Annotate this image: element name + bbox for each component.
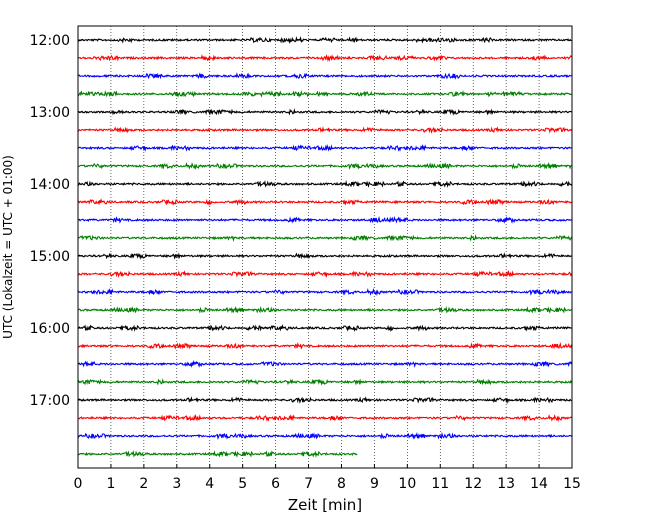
trace-1245 [77, 89, 572, 98]
y-tick-label: 16:00 [30, 321, 70, 337]
x-tick-label: 7 [304, 476, 313, 492]
trace-1645 [77, 378, 573, 386]
y-axis-label: UTC (Lokalzeit = UTC + 01:00) [1, 155, 15, 339]
plot-frame [77, 25, 573, 469]
x-tick-label: 3 [172, 476, 181, 492]
x-tick-label: 11 [431, 476, 449, 492]
y-tick-label: 17:00 [30, 393, 70, 409]
x-tick-label: 12 [464, 476, 482, 492]
trace-1230 [77, 72, 572, 80]
trace-1215 [77, 54, 572, 63]
trace-1715 [77, 413, 572, 423]
trace-1615 [77, 341, 573, 350]
trace-1500 [77, 252, 572, 260]
x-tick-label: 14 [530, 476, 548, 492]
traces [77, 36, 573, 458]
plot-area [78, 26, 572, 468]
trace-1345 [77, 161, 572, 171]
x-tick-label: 0 [74, 476, 83, 492]
trace-1530 [77, 287, 572, 297]
trace-1445 [77, 234, 572, 242]
trace-1745 [77, 450, 358, 458]
trace-1700 [77, 396, 572, 405]
trace-1330 [77, 143, 572, 153]
y-tick-label: 14:00 [30, 177, 70, 193]
x-tick-label: 9 [370, 476, 379, 492]
trace-1200 [77, 36, 572, 45]
trace-1515 [77, 269, 573, 279]
x-tick-label: 10 [398, 476, 416, 492]
x-tick-label: 8 [337, 476, 346, 492]
x-axis: 0 1 2 3 4 5 6 7 8 9 10 11 12 13 14 15 [74, 464, 581, 492]
trace-1300 [77, 108, 572, 116]
trace-1600 [77, 323, 572, 333]
y-tick-label: 15:00 [30, 249, 70, 265]
trace-1400 [77, 180, 572, 188]
x-tick-label: 13 [497, 476, 515, 492]
y-axis: 12:00 13:00 14:00 15:00 16:00 17:00 [30, 33, 83, 409]
y-tick-label: 12:00 [30, 33, 70, 49]
x-tick-label: 5 [238, 476, 247, 492]
y-tick-label: 13:00 [30, 105, 70, 121]
trace-1545 [77, 305, 572, 314]
x-tick-label: 15 [563, 476, 581, 492]
x-tick-label: 6 [271, 476, 280, 492]
trace-1730 [77, 431, 572, 440]
x-tick-label: 2 [139, 476, 148, 492]
trace-1630 [77, 360, 573, 368]
trace-1415 [77, 197, 572, 207]
x-axis-label: Zeit [min] [288, 496, 362, 514]
x-tick-label: 1 [106, 476, 115, 492]
trace-1315 [77, 126, 572, 134]
x-tick-label: 4 [205, 476, 214, 492]
trace-1430 [77, 215, 572, 224]
